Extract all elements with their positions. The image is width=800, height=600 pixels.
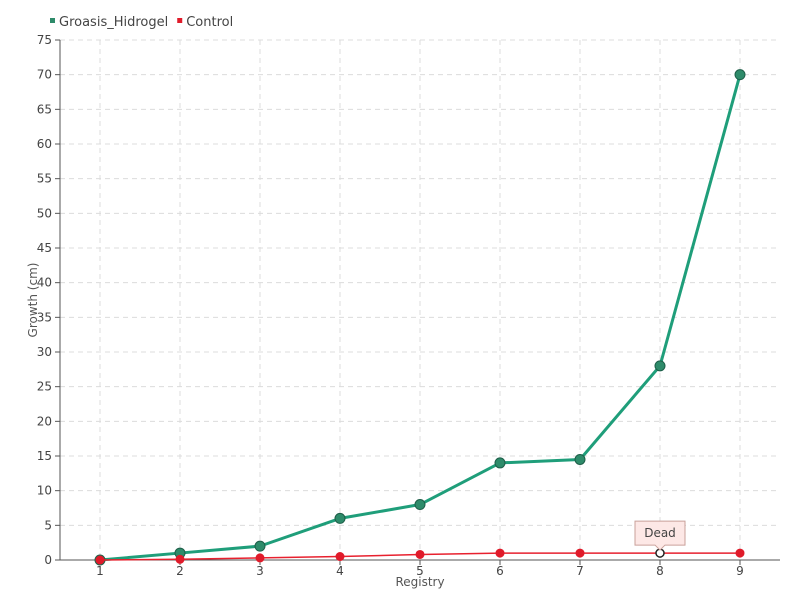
y-tick-label: 20 — [37, 414, 52, 428]
data-point-control — [575, 548, 585, 558]
y-tick-label: 70 — [37, 68, 52, 82]
legend-label: Groasis_Hidrogel — [59, 15, 168, 30]
x-tick-label: 8 — [656, 564, 664, 578]
y-axis-title: Growth (cm) — [26, 263, 40, 338]
y-tick-label: 15 — [37, 449, 52, 463]
annotations: Dead — [634, 520, 686, 551]
legend-swatch — [50, 18, 55, 23]
legend-label: Control — [186, 15, 233, 30]
annotation-callout — [634, 520, 686, 551]
x-tick-label: 7 — [576, 564, 584, 578]
legend: Groasis_Hidrogel Control — [50, 15, 233, 30]
x-axis-title: Registry — [395, 575, 444, 589]
x-axis-ticks: 1 2 3 4 5 6 7 8 9 — [96, 560, 744, 578]
data-point-control — [495, 548, 505, 558]
data-point-groasis-hidrogel — [414, 499, 426, 511]
y-tick-label: 0 — [44, 553, 52, 567]
grid-lines — [60, 39, 780, 560]
legend-swatch — [177, 18, 183, 23]
data-point-groasis-hidrogel — [254, 540, 266, 552]
y-tick-label: 50 — [37, 206, 52, 220]
data-point-groasis-hidrogel — [734, 69, 746, 81]
x-tick-label: 1 — [96, 564, 104, 578]
x-tick-label: 4 — [336, 564, 344, 578]
data-point-control — [735, 548, 745, 558]
data-point-control — [415, 549, 425, 559]
y-tick-label: 40 — [37, 276, 52, 290]
y-tick-label: 10 — [37, 484, 52, 498]
data-point-groasis-hidrogel — [494, 457, 506, 469]
y-tick-label: 25 — [37, 380, 52, 394]
y-axis-ticks: 0 5 10 15 20 25 30 35 40 45 50 55 60 65 70 75 — [37, 33, 60, 567]
data-point-control — [175, 554, 185, 564]
y-tick-label: 5 — [44, 518, 52, 532]
y-tick-label: 45 — [37, 241, 52, 255]
y-tick-label: 35 — [37, 310, 52, 324]
x-tick-label: 9 — [736, 564, 744, 578]
data-point-control — [255, 553, 265, 563]
data-point-groasis-hidrogel — [654, 360, 666, 372]
y-tick-label: 60 — [37, 137, 52, 151]
x-tick-label: 3 — [256, 564, 264, 578]
series-layer — [94, 69, 746, 566]
y-tick-label: 75 — [37, 33, 52, 47]
x-tick-label: 2 — [176, 564, 184, 578]
data-point-control — [335, 552, 345, 562]
x-tick-label: 5 — [416, 564, 424, 578]
annotation-label: Dead — [644, 526, 676, 540]
data-point-control — [95, 555, 105, 565]
y-tick-label: 65 — [37, 102, 52, 116]
data-point-groasis-hidrogel — [574, 453, 586, 465]
x-tick-label: 6 — [496, 564, 504, 578]
data-point-groasis-hidrogel — [334, 512, 346, 524]
y-tick-label: 55 — [37, 172, 52, 186]
y-tick-label: 30 — [37, 345, 52, 359]
